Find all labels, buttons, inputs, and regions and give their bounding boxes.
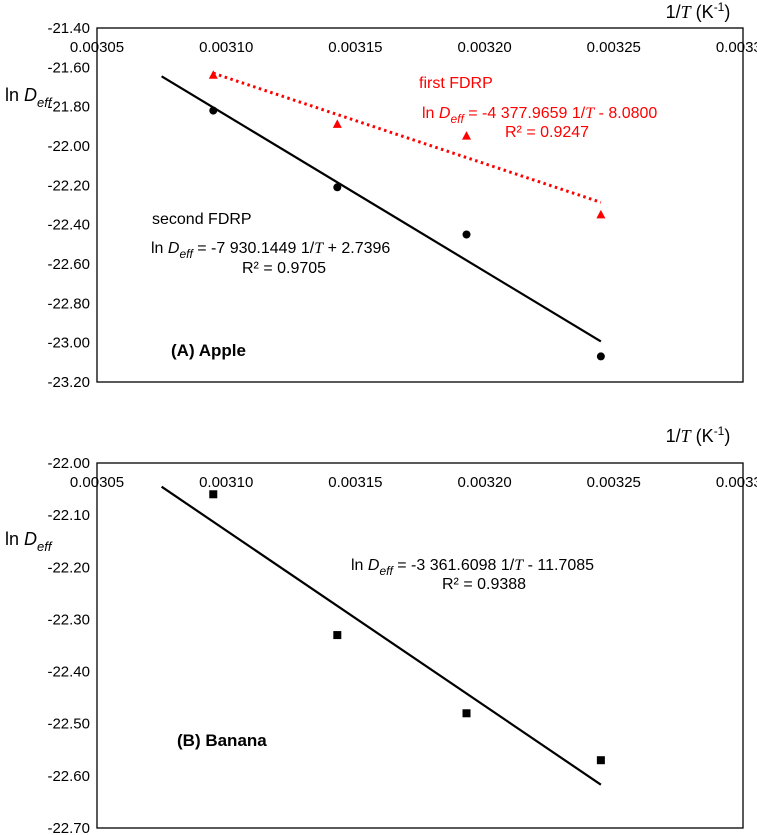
x-tick-label: 0.00310	[199, 39, 253, 56]
data-point-triangle	[462, 131, 472, 140]
x-tick-label: 0.00315	[328, 474, 382, 491]
data-point-square	[333, 631, 342, 640]
panel-label: (A) Apple	[171, 341, 246, 360]
y-tick-label: -22.30	[47, 611, 90, 628]
y-tick-label: -22.00	[47, 455, 90, 472]
chart-panel-apple: -21.40 -21.60 -21.80 -22.00 -22.20 -22.40 -22.…	[5, 0, 757, 391]
plot-frame	[96, 27, 744, 383]
y-tick-label: -22.60	[47, 768, 90, 785]
x-tick-label: 0.00305	[70, 474, 124, 491]
x-axis-label: 1/T (K-1)	[666, 0, 731, 22]
y-tick-label: -22.20	[47, 559, 90, 576]
x-tick-label: 0.00330	[716, 474, 757, 491]
trendline-r2: R² = 0.9705	[242, 260, 326, 277]
data-point-square	[462, 709, 471, 718]
data-point-triangle	[596, 209, 606, 219]
series-name-label: second FDRP	[152, 211, 252, 228]
y-axis-label: ln Deff	[5, 85, 53, 110]
y-tick-label: -22.40	[47, 217, 90, 234]
y-tick-label: -22.20	[47, 177, 90, 194]
plot-frame	[96, 462, 744, 829]
data-point-square	[596, 756, 605, 765]
y-tick-label: -22.50	[47, 716, 90, 733]
trendline-equation: ln Deff = -3 361.6098 1/T - 11.7085	[351, 557, 594, 578]
y-tick-label: -23.00	[47, 335, 90, 352]
y-tick-label: -21.80	[47, 99, 90, 116]
y-axis-label: ln Deff	[5, 529, 53, 554]
trendline-first-fdrp	[212, 71, 602, 204]
y-tick-label: -22.80	[47, 295, 90, 312]
x-tick-label: 0.00320	[457, 39, 511, 56]
trendline-second-fdrp	[161, 75, 602, 343]
trendline-r2: R² = 0.9247	[505, 124, 589, 141]
y-tick-label: -22.70	[47, 820, 90, 835]
y-tick-label: -21.60	[47, 59, 90, 76]
y-tick-label: -22.40	[47, 664, 90, 681]
chart-panel-banana: -22.00 -22.10 -22.20 -22.30 -22.40 -22.50 -22.…	[5, 424, 757, 835]
data-point-circle	[596, 352, 605, 361]
x-tick-label: 0.00315	[328, 39, 382, 56]
data-point-triangle	[332, 119, 342, 128]
x-tick-label: 0.00325	[587, 474, 641, 491]
x-tick-label: 0.00310	[199, 474, 253, 491]
trendline-equation: ln Deff = -4 377.9659 1/T - 8.0800	[422, 105, 657, 126]
series-name-label: first FDRP	[419, 75, 493, 92]
y-tick-label: -22.10	[47, 507, 90, 524]
trendline-equation: ln Deff = -7 930.1449 1/T + 2.7396	[151, 240, 390, 261]
x-tick-label: 0.00320	[457, 474, 511, 491]
y-tick-label: -22.00	[47, 138, 90, 155]
x-tick-label: 0.00325	[587, 39, 641, 56]
trendline-r2: R² = 0.9388	[442, 576, 526, 593]
data-point-square	[209, 490, 218, 499]
data-point-circle	[462, 230, 471, 239]
x-tick-label: 0.00305	[70, 39, 124, 56]
panel-label: (B) Banana	[177, 731, 267, 750]
y-tick-label: -22.60	[47, 256, 90, 273]
data-point-circle	[209, 106, 218, 115]
trendline-fit	[160, 485, 602, 786]
y-tick-label: -23.20	[47, 374, 90, 391]
data-point-triangle	[208, 70, 218, 79]
y-tick-label: -21.40	[47, 20, 90, 37]
x-axis-label: 1/T (K-1)	[666, 424, 731, 446]
data-point-circle	[333, 183, 342, 192]
x-tick-label: 0.00330	[716, 39, 757, 56]
